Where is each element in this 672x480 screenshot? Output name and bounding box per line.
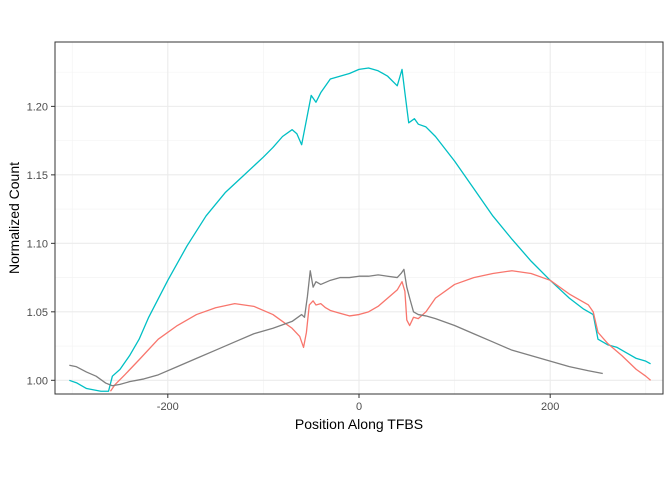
y-axis-title: Normalized Count — [6, 162, 22, 274]
x-tick-label: 200 — [541, 401, 559, 413]
series-line-3 — [69, 268, 603, 387]
y-tick-label: 1.10 — [27, 238, 48, 250]
y-tick-label: 1.05 — [27, 307, 48, 319]
y-tick-label: 1.00 — [27, 375, 48, 387]
y-tick-label: 1.15 — [27, 170, 48, 182]
grid — [55, 42, 663, 394]
y-axis: 1.00 1.05 1.10 1.15 1.20 — [27, 101, 55, 387]
x-axis-title: Position Along TFBS — [295, 416, 423, 432]
y-tick-label: 1.20 — [27, 101, 48, 113]
series-lines — [69, 67, 651, 392]
x-tick-label: 0 — [356, 401, 362, 413]
x-tick-label: -200 — [157, 401, 179, 413]
series-line-2 — [109, 270, 651, 392]
series-line-1 — [69, 67, 651, 392]
x-axis: -200 0 200 — [157, 394, 559, 413]
